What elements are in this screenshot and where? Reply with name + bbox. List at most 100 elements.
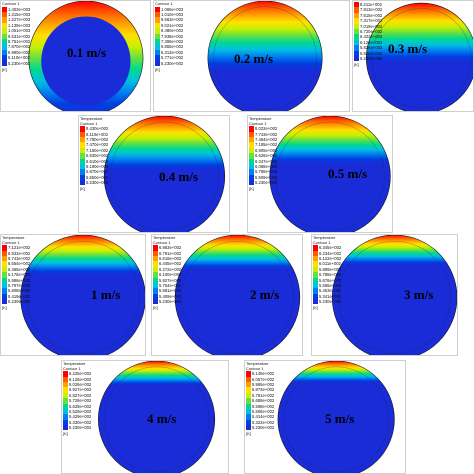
temperature-field — [332, 235, 457, 355]
contour-panel: Temperature Contour 1 6.345e+002 6.234e+002… — [311, 234, 458, 356]
legend-swatch — [153, 245, 158, 251]
legend-title: Contour 1 — [2, 239, 20, 245]
legend-value: 1.227e+003 — [8, 17, 31, 23]
legend-value: 5.230e+002 — [86, 180, 109, 186]
contour-panel: Contour 1 1.065e+003 1.010e+003 9.563e+002 9… — [153, 0, 350, 112]
legend-swatch — [313, 293, 318, 300]
legend-swatch — [63, 381, 68, 388]
legend-swatch — [2, 293, 7, 300]
legend-swatch — [153, 293, 158, 300]
legend-entry: 6.445e+002 — [153, 261, 181, 267]
legend-swatch — [313, 277, 318, 283]
legend-swatch — [155, 38, 160, 45]
legend-value: 6.345e+002 — [319, 245, 342, 251]
outer-boundary — [98, 361, 216, 473]
contour-plot — [365, 2, 473, 111]
legend-value: 5.986e+002 — [8, 277, 31, 283]
legend-entry: 6.100e+002 — [153, 272, 181, 278]
legend-entry: 5.608e+002 — [2, 288, 30, 294]
legend-value: 6.510e+002 — [86, 158, 109, 164]
legend-value: 7.743e+002 — [255, 131, 278, 137]
legend-unit: [K] — [80, 186, 85, 192]
legend-value: 5.230e+002 — [8, 299, 31, 305]
legend-entry: 5.899e+002 — [313, 266, 341, 273]
legend-value: 7.317e+002 — [360, 18, 383, 24]
contour-panel: Temperature Contour 1 8.022e+002 7.743e+002… — [247, 115, 393, 233]
legend-value: 6.554e+002 — [8, 261, 31, 267]
legend-swatch — [153, 282, 158, 289]
legend-entry: 7.121e+002 — [2, 245, 30, 251]
legend-value: 5.453e+002 — [319, 288, 342, 294]
color-legend: Temperature Contour 1 6.963e+002 6.791e+002… — [153, 235, 182, 310]
legend-entry: 5.565e+002 — [313, 282, 341, 289]
outer-boundary — [28, 1, 144, 111]
legend-value: 5.728e+002 — [69, 398, 92, 404]
legend-swatch — [2, 38, 7, 45]
legend-entry: 6.743e+002 — [2, 255, 30, 262]
legend-swatch — [2, 250, 7, 256]
legend-value: 5.628e+002 — [69, 403, 92, 409]
legend-swatch — [153, 250, 158, 256]
legend-value: 5.528e+002 — [360, 50, 383, 56]
outer-boundary — [269, 116, 391, 232]
legend-value: 6.225e+002 — [69, 371, 92, 377]
legend-entry: 8.211e+002 — [354, 2, 382, 8]
velocity-label: 5 m/s — [325, 411, 355, 426]
legend-swatch — [249, 142, 254, 148]
legend-swatch — [246, 414, 251, 420]
legend-swatch — [2, 282, 7, 289]
legend-swatch — [2, 22, 7, 29]
legend-entry: 6.272e+002 — [153, 266, 181, 273]
legend-swatch — [313, 255, 318, 262]
legend-swatch — [354, 45, 359, 51]
legend-value: 5.409e+002 — [159, 293, 182, 299]
legend-entry: 6.176e+002 — [2, 272, 30, 278]
legend-value: 5.781e+002 — [252, 392, 275, 398]
color-legend: Contour 1 1.065e+003 1.010e+003 9.563e+002 9… — [155, 1, 184, 72]
legend-value: 6.990e+002 — [8, 49, 31, 55]
legend-entry: 6.932e+002 — [2, 250, 30, 256]
legend-swatch — [80, 163, 85, 170]
legend-swatch — [63, 408, 68, 415]
legend-swatch — [354, 50, 359, 56]
legend-value: 1.315e+003 — [8, 11, 31, 17]
legend-value: 5.509e+002 — [255, 174, 278, 180]
legend-swatch — [354, 28, 359, 35]
legend-value: 9.631e+002 — [8, 33, 31, 39]
legend-value: 5.927e+002 — [69, 387, 92, 393]
legend-title: Contour 1 — [249, 120, 267, 126]
legend-swatch — [246, 398, 251, 404]
legend-entry: 7.185e+002 — [249, 142, 277, 148]
legend-value: 5.550e+002 — [86, 174, 109, 180]
legend-title: Contour 1 — [2, 1, 20, 6]
legend-value: 5.330e+002 — [69, 419, 92, 425]
legend-swatch — [63, 425, 68, 431]
contour-plot — [98, 361, 216, 473]
legend-swatch — [354, 18, 359, 24]
legend-entry: 5.230e+002 — [313, 299, 341, 305]
legend-swatch — [155, 22, 160, 29]
legend-swatch — [249, 126, 254, 132]
legend-value: 9.021e+002 — [161, 22, 184, 28]
legend-entry: 7.615e+002 — [354, 12, 382, 19]
legend-value: 6.149e+002 — [252, 371, 275, 377]
legend-swatch — [153, 255, 158, 262]
legend-entry: 6.554e+002 — [2, 261, 31, 267]
velocity-label: 0.1 m/s — [67, 45, 106, 60]
legend-swatch — [246, 371, 251, 377]
legend-entry: 5.230e+002 — [153, 299, 181, 305]
legend-entry: 5.689e+002 — [246, 398, 274, 404]
legend-entry: 8.480e+002 — [155, 28, 183, 34]
temperature-field — [20, 235, 145, 355]
legend-value: 5.230e+002 — [69, 425, 92, 431]
legend-swatch — [153, 299, 158, 305]
legend-entry: 6.225e+002 — [63, 371, 92, 377]
legend-entry: 5.230e+002 — [354, 55, 382, 62]
legend-entry: 1.065e+003 — [155, 6, 183, 12]
legend-entry: 1.139e+003 — [2, 22, 30, 29]
contour-plot — [269, 116, 391, 232]
legend-value: 7.938e+002 — [161, 33, 184, 39]
legend-unit: [K] — [249, 186, 254, 192]
legend-value: 6.720e+002 — [360, 28, 383, 34]
legend-entry: 5.873e+002 — [246, 387, 274, 393]
